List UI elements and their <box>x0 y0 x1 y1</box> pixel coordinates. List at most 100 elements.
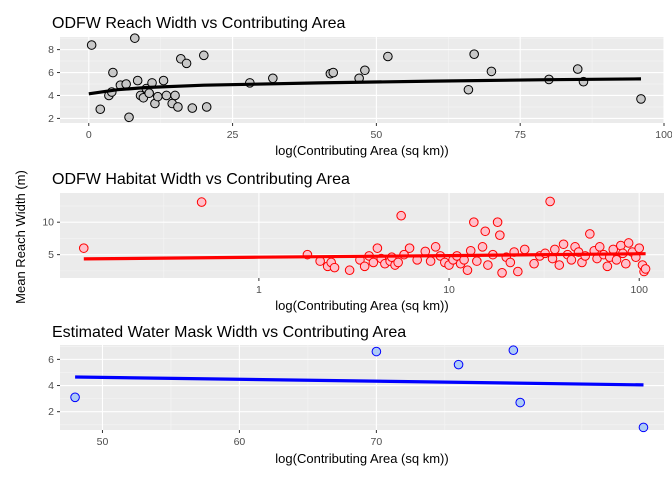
data-point <box>383 51 393 62</box>
x-tick-label: 25 <box>227 129 239 141</box>
data-point <box>161 90 172 101</box>
x-tick-label: 10 <box>443 284 455 296</box>
data-point <box>453 359 464 370</box>
data-point <box>70 392 80 403</box>
data-point <box>463 84 474 95</box>
data-point <box>86 40 97 50</box>
data-point <box>196 197 207 207</box>
data-point <box>359 261 370 272</box>
data-point <box>615 240 626 251</box>
shared-y-axis-label: Mean Reach Width (m) <box>13 170 28 304</box>
data-point <box>199 50 209 61</box>
chart-panel-3: Estimated Water Mask Width vs Contributi… <box>48 324 664 466</box>
data-point <box>554 260 565 270</box>
data-point <box>328 67 339 78</box>
data-point <box>508 345 519 356</box>
data-point <box>572 64 583 74</box>
y-tick-label: 8 <box>48 44 54 56</box>
data-point <box>158 75 169 86</box>
y-tick-label: 6 <box>48 354 54 366</box>
data-point <box>170 90 180 101</box>
data-point <box>465 245 476 256</box>
data-point <box>477 242 488 252</box>
data-point <box>78 243 89 253</box>
data-point <box>566 255 577 265</box>
x-axis-label: log(Contributing Area (sq km)) <box>275 143 448 158</box>
trend-line <box>75 375 644 387</box>
data-point <box>480 226 491 237</box>
data-point <box>181 58 192 69</box>
data-point <box>495 230 505 240</box>
x-tick-label: 1 <box>256 284 262 296</box>
y-tick-label: 4 <box>48 90 54 102</box>
data-point <box>492 217 503 227</box>
data-point <box>515 397 525 408</box>
x-tick-label: 50 <box>371 129 383 141</box>
y-tick-label: 6 <box>48 67 54 79</box>
data-point <box>404 243 415 253</box>
x-tick-label: 60 <box>234 436 246 448</box>
data-point <box>634 243 645 253</box>
x-tick-label: 100 <box>655 129 672 141</box>
data-point <box>371 346 382 357</box>
data-point <box>594 242 605 252</box>
data-point <box>152 91 163 102</box>
data-point <box>425 256 436 266</box>
data-point <box>636 94 646 104</box>
data-point <box>623 238 634 248</box>
data-point <box>640 264 651 274</box>
chart-title: Estimated Water Mask Width vs Contributi… <box>52 324 406 341</box>
data-point <box>187 103 198 113</box>
data-point <box>545 196 555 207</box>
chart-panel-2: ODFW Habitat Width vs Contributing Area 1… <box>42 171 664 313</box>
data-point <box>95 104 106 115</box>
x-tick-label: 50 <box>97 436 109 448</box>
data-point <box>430 242 441 252</box>
data-point <box>132 75 143 86</box>
data-point <box>462 265 473 276</box>
data-point <box>513 266 523 277</box>
data-point <box>585 229 595 239</box>
data-point <box>519 244 530 255</box>
data-point <box>393 257 403 268</box>
chart-title: ODFW Reach Width vs Contributing Area <box>52 15 346 32</box>
data-point <box>368 257 379 268</box>
data-point <box>529 258 539 269</box>
data-point <box>505 257 516 268</box>
data-point <box>268 73 278 84</box>
data-point <box>344 265 355 276</box>
data-point <box>329 262 340 273</box>
trend-line <box>88 77 642 96</box>
data-point <box>129 33 140 43</box>
plot-background <box>60 345 664 430</box>
data-point <box>360 65 370 76</box>
data-point <box>108 67 118 78</box>
y-tick-label: 2 <box>48 113 54 125</box>
data-point <box>396 210 406 221</box>
data-point <box>469 49 479 60</box>
data-point <box>550 244 560 255</box>
x-axis-label: log(Contributing Area (sq km)) <box>275 298 448 313</box>
chart-title: ODFW Habitat Width vs Contributing Area <box>52 171 350 188</box>
data-point <box>144 88 154 98</box>
trend-line <box>83 252 646 261</box>
x-tick-label: 70 <box>371 436 383 448</box>
data-point <box>497 268 507 278</box>
data-point <box>173 102 183 112</box>
data-point <box>486 66 497 77</box>
y-tick-label: 5 <box>48 249 54 261</box>
data-point <box>469 217 479 227</box>
data-point <box>483 260 493 270</box>
data-point <box>638 422 649 433</box>
x-tick-label: 100 <box>630 284 648 296</box>
data-point <box>201 102 212 112</box>
y-tick-label: 4 <box>48 380 54 392</box>
data-point <box>620 258 631 269</box>
x-tick-label: 75 <box>514 129 526 141</box>
x-tick-label: 0 <box>86 129 92 141</box>
data-point <box>602 261 613 272</box>
data-point <box>372 243 383 253</box>
x-axis-label: log(Contributing Area (sq km)) <box>275 451 448 466</box>
